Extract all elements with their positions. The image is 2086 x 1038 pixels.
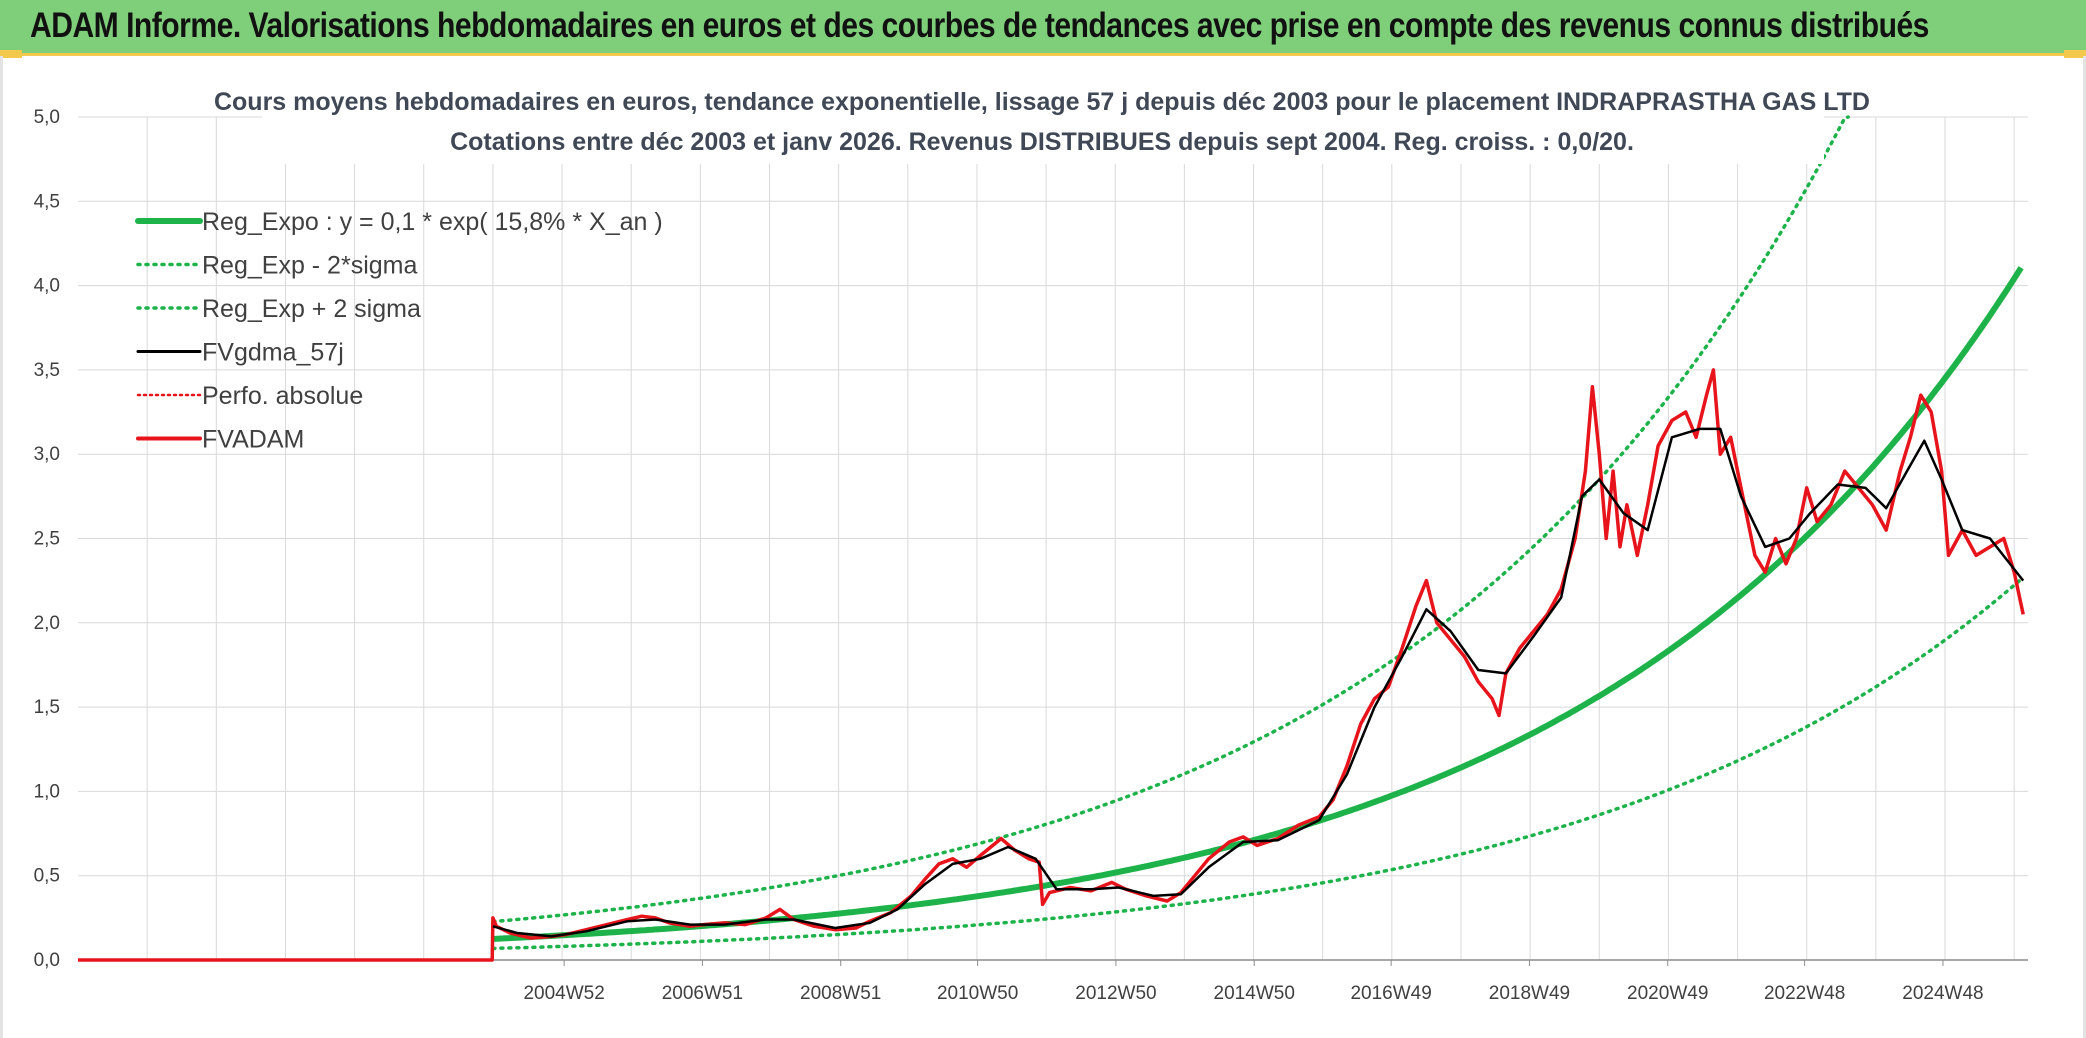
y-tick-label: 3,5 (34, 360, 60, 381)
x-tick-label: 2020W49 (1627, 983, 1708, 1004)
y-tick-label: 4,5 (34, 191, 60, 212)
series-reg-exp-minus-2sigma (491, 577, 2023, 951)
x-tick-label: 2014W50 (1214, 983, 1295, 1004)
y-tick-label: 3,0 (34, 444, 60, 465)
x-tick-label: 2018W49 (1489, 983, 1570, 1004)
grid (78, 116, 2028, 961)
y-axis-ticks: 0,0 0,5 1,0 1,5 2,0 2,5 3,0 3,5 4,0 4,5 5,0 (34, 107, 60, 971)
x-tick-label: 2008W51 (800, 983, 881, 1004)
y-tick-label: 0,0 (34, 950, 60, 971)
chart-frame (0, 56, 2086, 1038)
y-tick-label: 4,0 (34, 276, 60, 297)
x-tick-label: 2022W48 (1764, 983, 1845, 1004)
legend: Reg_Expo : y = 0,1 * exp( 15,8% * X_an )… (135, 208, 663, 454)
x-tick-label: 2012W50 (1075, 983, 1156, 1004)
x-tick-label: 2006W51 (662, 983, 743, 1004)
chart-titles: Cours moyens hebdomadaires en euros, ten… (214, 80, 1870, 164)
chart-title: Cours moyens hebdomadaires en euros, ten… (214, 88, 1870, 116)
legend-label: Reg_Exp - 2*sigma (202, 252, 417, 280)
legend-label: Perfo. absolue (202, 382, 363, 410)
legend-label: FVgdma_57j (202, 339, 344, 367)
series-layer (78, 115, 2025, 962)
series-fvgdma-57j (492, 427, 2025, 938)
y-tick-label: 2,0 (34, 613, 60, 634)
series-reg-exp-plus-2sigma (491, 115, 1850, 924)
y-tick-label: 0,5 (34, 866, 60, 887)
y-tick-label: 5,0 (34, 107, 60, 128)
x-tick-label: 2010W50 (937, 983, 1018, 1004)
x-tick-label: 2004W52 (523, 983, 604, 1004)
chart-subtitle: Cotations entre déc 2003 et janv 2026. R… (450, 128, 1634, 156)
banner-accent-right (2064, 50, 2086, 58)
x-tick-label: 2016W49 (1350, 983, 1431, 1004)
legend-label: Reg_Expo : y = 0,1 * exp( 15,8% * X_an ) (202, 208, 663, 236)
series-reg-expo (492, 266, 2024, 942)
banner-accent-left (0, 50, 22, 58)
x-tick-label: 2024W48 (1902, 983, 1983, 1004)
legend-label: FVADAM (202, 426, 304, 454)
series-fvadam (78, 368, 2025, 962)
report-title: ADAM Informe. Valorisations hebdomadaire… (30, 6, 1929, 45)
x-axis-ticks: 2004W52 2006W51 2008W51 2010W50 2012W50 2014W… (523, 960, 1984, 1004)
y-tick-label: 1,0 (34, 781, 60, 802)
title-background (262, 80, 1824, 164)
y-tick-label: 1,5 (34, 697, 60, 718)
report-header-banner: ADAM Informe. Valorisations hebdomadaire… (0, 0, 2086, 56)
y-tick-label: 2,5 (34, 529, 60, 550)
legend-label: Reg_Exp + 2 sigma (202, 295, 421, 323)
